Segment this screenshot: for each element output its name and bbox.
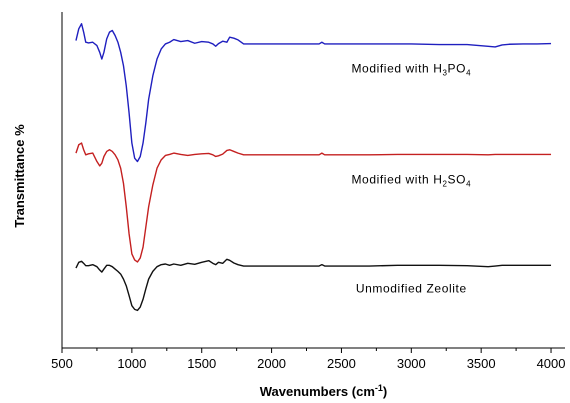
y-axis-title: Transmittance % bbox=[12, 124, 27, 228]
x-tick-label: 1000 bbox=[117, 356, 146, 371]
x-tick-label: 1500 bbox=[187, 356, 216, 371]
x-tick-label: 4000 bbox=[537, 356, 566, 371]
series-label: Modified with H2SO4 bbox=[351, 172, 471, 188]
series-line bbox=[75, 23, 552, 163]
x-tick-label: 3500 bbox=[467, 356, 496, 371]
series-line bbox=[75, 142, 552, 263]
x-tick-label: 2000 bbox=[257, 356, 286, 371]
labels: Modified with H3PO4 Modified with H2SO4 Un… bbox=[12, 61, 471, 399]
series-label: Unmodified Zeolite bbox=[356, 282, 467, 296]
x-tick-label: 3000 bbox=[397, 356, 426, 371]
plot-area bbox=[75, 23, 552, 312]
x-axis-title: Wavenumbers (cm-1) bbox=[260, 383, 387, 399]
series-label: Modified with H3PO4 bbox=[351, 61, 471, 77]
series-line bbox=[75, 258, 552, 312]
axes: 500 1000 1500 2000 2500 3000 3500 4000 bbox=[51, 12, 565, 371]
x-tick-label: 2500 bbox=[327, 356, 356, 371]
x-tick-label: 500 bbox=[51, 356, 73, 371]
